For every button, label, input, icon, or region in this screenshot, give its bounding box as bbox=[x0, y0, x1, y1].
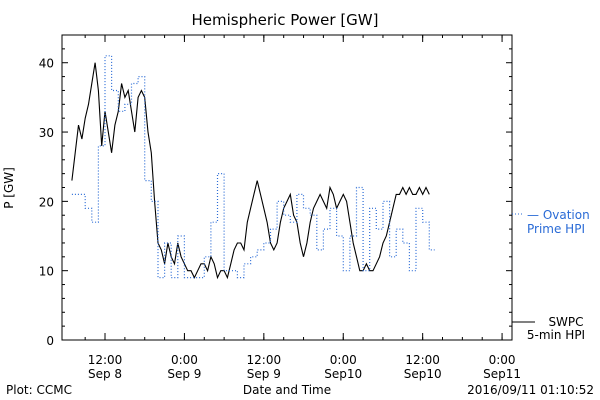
legend-swpc-line2: 5-min HPI bbox=[527, 328, 585, 342]
x-tick-label-time: 0:00 bbox=[330, 353, 357, 367]
y-tick-label: 20 bbox=[39, 195, 54, 209]
x-tick-label-time: 12:00 bbox=[247, 353, 282, 367]
x-tick-label-date: Sep 8 bbox=[88, 367, 122, 381]
y-tick-label: 30 bbox=[39, 126, 54, 140]
plot-frame bbox=[61, 34, 513, 341]
legend-ovation-line1: — Ovation bbox=[527, 208, 590, 222]
legend-swpc-line1: SWPC bbox=[548, 315, 583, 329]
y-tick-label: 40 bbox=[39, 57, 54, 71]
legend-ovation-line2: Prime HPI bbox=[527, 222, 585, 236]
legend: — Ovation Prime HPI SWPC 5-min HPI bbox=[512, 208, 590, 342]
footer-plot-source: Plot: CCMC bbox=[6, 383, 72, 397]
chart-title: Hemispheric Power [GW] bbox=[192, 11, 379, 29]
y-axis-label: P [GW] bbox=[2, 167, 16, 209]
x-tick-label-time: 12:00 bbox=[88, 353, 123, 367]
legend-swpc: SWPC 5-min HPI bbox=[512, 315, 585, 342]
x-tick-label-time: 0:00 bbox=[489, 353, 516, 367]
x-tick-label-date: Sep 9 bbox=[167, 367, 201, 381]
series-swpc-line bbox=[71, 62, 430, 280]
footer-timestamp: 2016/09/11 01:10:52 bbox=[467, 383, 594, 397]
x-tick-label-time: 12:00 bbox=[405, 353, 440, 367]
y-tick-label: 10 bbox=[39, 265, 54, 279]
y-tick-label: 0 bbox=[46, 334, 54, 348]
x-tick-label-date: Sep10 bbox=[324, 367, 362, 381]
y-axis: 0 10 20 30 40 bbox=[39, 48, 512, 348]
footer-axis-title: Date and Time bbox=[243, 383, 331, 397]
x-tick-label-date: Sep 9 bbox=[247, 367, 281, 381]
x-tick-label-time: 0:00 bbox=[171, 353, 198, 367]
x-tick-label-date: Sep11 bbox=[483, 367, 521, 381]
legend-ovation: — Ovation Prime HPI bbox=[512, 208, 590, 236]
series-ovation-prime-line bbox=[71, 55, 435, 279]
x-tick-label-date: Sep10 bbox=[404, 367, 442, 381]
series-layer bbox=[71, 55, 435, 280]
